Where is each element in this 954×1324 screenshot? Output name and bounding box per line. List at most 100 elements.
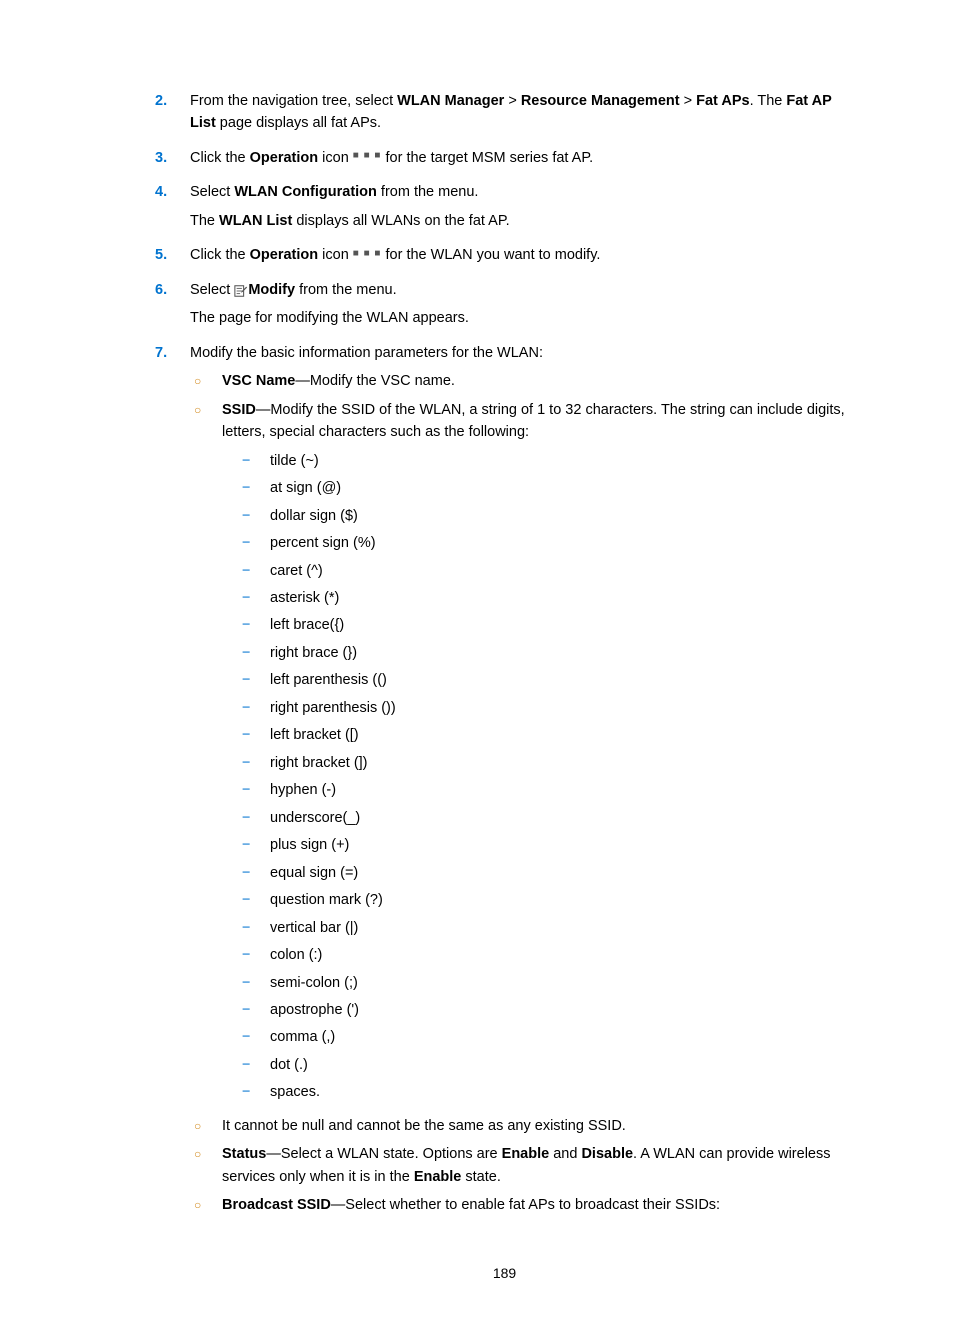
step-6: 6. Select Modify from the menu. The page…	[155, 279, 854, 336]
char-text: tilde (~)	[270, 450, 854, 472]
step-body: From the navigation tree, select WLAN Ma…	[190, 90, 854, 141]
step-number: 7.	[155, 342, 190, 1223]
text: from the menu.	[377, 184, 479, 200]
char-text: colon (:)	[270, 944, 854, 966]
dash-icon: −	[222, 807, 270, 829]
text: From the navigation tree, select	[190, 93, 397, 109]
bold: Disable	[581, 1146, 633, 1162]
step-body: Select Modify from the menu. The page fo…	[190, 279, 854, 336]
char-item: −dot (.)	[222, 1054, 854, 1076]
text: The	[190, 213, 219, 229]
char-item: −comma (,)	[222, 1026, 854, 1048]
char-item: −right brace (})	[222, 642, 854, 664]
text: >	[680, 93, 697, 109]
dash-icon: −	[222, 1054, 270, 1076]
text: Click the	[190, 150, 250, 166]
text: —Select whether to enable fat APs to bro…	[331, 1197, 720, 1213]
step-2: 2. From the navigation tree, select WLAN…	[155, 90, 854, 141]
dash-icon: −	[222, 834, 270, 856]
char-item: −hyphen (-)	[222, 779, 854, 801]
char-item: −underscore(_)	[222, 807, 854, 829]
dash-icon: −	[222, 450, 270, 472]
dash-icon: −	[222, 587, 270, 609]
dash-icon: −	[222, 614, 270, 636]
step-number: 6.	[155, 279, 190, 336]
char-item: −right bracket (])	[222, 752, 854, 774]
step-number: 5.	[155, 244, 190, 272]
char-text: dollar sign ($)	[270, 505, 854, 527]
char-text: caret (^)	[270, 560, 854, 582]
char-item: −asterisk (*)	[222, 587, 854, 609]
char-item: −vertical bar (|)	[222, 917, 854, 939]
text: Select	[190, 184, 234, 200]
char-text: vertical bar (|)	[270, 917, 854, 939]
char-item: −right parenthesis ())	[222, 697, 854, 719]
char-text: at sign (@)	[270, 477, 854, 499]
sub-list: ○ VSC Name—Modify the VSC name. ○ SSID—M…	[190, 370, 854, 1217]
circle-bullet-icon: ○	[190, 1194, 222, 1216]
bullet-status: ○ Status—Select a WLAN state. Options ar…	[190, 1143, 854, 1188]
bullet-broadcast: ○ Broadcast SSID—Select whether to enabl…	[190, 1194, 854, 1216]
char-text: plus sign (+)	[270, 834, 854, 856]
char-item: −equal sign (=)	[222, 862, 854, 884]
char-item: −semi-colon (;)	[222, 972, 854, 994]
dash-icon: −	[222, 642, 270, 664]
text: state.	[461, 1169, 501, 1185]
modify-icon	[234, 284, 248, 298]
text: and	[549, 1146, 581, 1162]
dash-icon: −	[222, 862, 270, 884]
dash-icon: −	[222, 752, 270, 774]
bold: Status	[222, 1146, 266, 1162]
dash-icon: −	[222, 697, 270, 719]
char-item: −spaces.	[222, 1081, 854, 1103]
text: page displays all fat APs.	[216, 115, 381, 131]
text: icon	[318, 150, 353, 166]
bold: WLAN Manager	[397, 93, 504, 109]
circle-bullet-icon: ○	[190, 1115, 222, 1137]
char-text: underscore(_)	[270, 807, 854, 829]
bold: Operation	[250, 150, 318, 166]
step-body: Click the Operation icon ■ ■ ■ for the t…	[190, 147, 854, 175]
dash-icon: −	[222, 972, 270, 994]
char-item: −tilde (~)	[222, 450, 854, 472]
char-text: left brace({)	[270, 614, 854, 636]
char-item: −plus sign (+)	[222, 834, 854, 856]
dash-icon: −	[222, 724, 270, 746]
char-list: −tilde (~)−at sign (@)−dollar sign ($)−p…	[222, 450, 854, 1104]
bold: Enable	[414, 1169, 462, 1185]
text: —Select a WLAN state. Options are	[266, 1146, 501, 1162]
char-text: equal sign (=)	[270, 862, 854, 884]
char-item: −at sign (@)	[222, 477, 854, 499]
char-item: −dollar sign ($)	[222, 505, 854, 527]
step-5: 5. Click the Operation icon ■ ■ ■ for th…	[155, 244, 854, 272]
dash-icon: −	[222, 1081, 270, 1103]
dash-icon: −	[222, 477, 270, 499]
text: Click the	[190, 247, 250, 263]
text: >	[504, 93, 521, 109]
char-item: −colon (:)	[222, 944, 854, 966]
char-text: spaces.	[270, 1081, 854, 1103]
char-text: comma (,)	[270, 1026, 854, 1048]
text: for the target MSM series fat AP.	[381, 150, 593, 166]
text: It cannot be null and cannot be the same…	[222, 1115, 854, 1137]
bold: WLAN Configuration	[234, 184, 377, 200]
step-3: 3. Click the Operation icon ■ ■ ■ for th…	[155, 147, 854, 175]
text: displays all WLANs on the fat AP.	[292, 213, 509, 229]
char-item: −apostrophe (')	[222, 999, 854, 1021]
bold: Broadcast SSID	[222, 1197, 331, 1213]
dash-icon: −	[222, 779, 270, 801]
bold: Resource Management	[521, 93, 680, 109]
text: —Modify the SSID of the WLAN, a string o…	[222, 402, 845, 440]
bullet-vsc: ○ VSC Name—Modify the VSC name.	[190, 370, 854, 392]
dash-icon: −	[222, 889, 270, 911]
bold: Fat APs	[696, 93, 749, 109]
char-item: −left bracket ([)	[222, 724, 854, 746]
char-text: asterisk (*)	[270, 587, 854, 609]
circle-bullet-icon: ○	[190, 1143, 222, 1188]
text: from the menu.	[295, 282, 397, 298]
bold: Enable	[502, 1146, 550, 1162]
step-4: 4. Select WLAN Configuration from the me…	[155, 181, 854, 238]
step-body: Click the Operation icon ■ ■ ■ for the W…	[190, 244, 854, 272]
dash-icon: −	[222, 917, 270, 939]
char-item: −percent sign (%)	[222, 532, 854, 554]
